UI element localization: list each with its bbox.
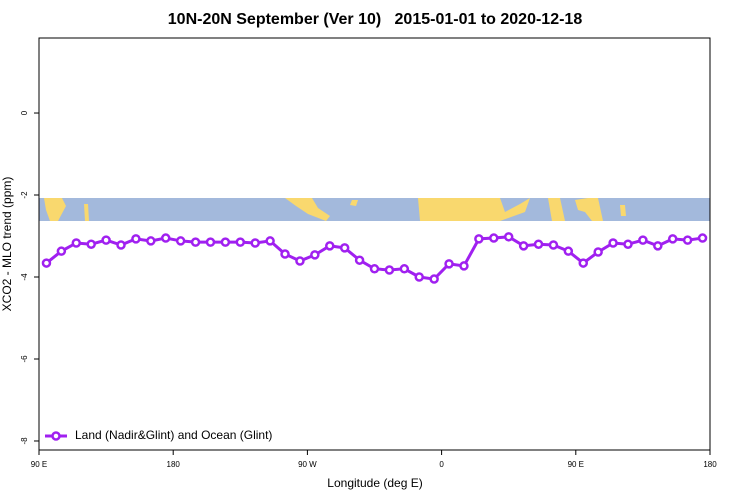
x-tick-label: 90 E — [31, 460, 47, 469]
point — [250, 238, 260, 248]
y-tick-label: 0 — [20, 110, 29, 115]
point — [578, 258, 589, 268]
point — [489, 233, 499, 243]
plot-frame — [38, 37, 711, 451]
legend-marker — [51, 431, 61, 441]
point — [638, 235, 648, 245]
point — [474, 234, 484, 244]
point — [86, 239, 96, 249]
point — [444, 259, 454, 269]
y-tick-label: -6 — [20, 355, 29, 363]
point — [101, 235, 111, 245]
point — [325, 241, 335, 251]
point — [608, 238, 618, 248]
point — [339, 243, 350, 253]
y-tick-label: -4 — [20, 273, 29, 281]
point — [653, 241, 663, 251]
point — [682, 235, 693, 245]
point — [146, 236, 156, 246]
point — [384, 265, 395, 275]
point — [265, 236, 275, 246]
point — [563, 246, 574, 256]
point — [71, 238, 82, 248]
x-tick-label: 90 W — [298, 460, 317, 469]
point — [414, 272, 424, 282]
point — [369, 264, 380, 274]
point — [175, 236, 186, 246]
point — [354, 255, 365, 265]
point — [518, 241, 529, 251]
point — [459, 261, 469, 271]
point — [56, 246, 67, 256]
point — [160, 233, 171, 243]
point — [399, 264, 410, 274]
x-tick-label: 90 E — [568, 460, 584, 469]
point — [190, 237, 201, 247]
x-axis-label: Longitude (deg E) — [327, 476, 422, 490]
point — [295, 256, 305, 266]
point — [503, 232, 514, 242]
point — [280, 249, 290, 259]
point — [548, 240, 559, 250]
x-tick-label: 180 — [703, 460, 717, 469]
point — [533, 239, 544, 249]
point — [220, 237, 231, 247]
legend-label: Land (Nadir&Glint) and Ocean (Glint) — [75, 428, 272, 442]
point — [623, 239, 633, 249]
x-tick-label: 0 — [439, 460, 444, 469]
map-strip — [39, 198, 710, 221]
y-tick-label: -2 — [20, 191, 29, 199]
point — [235, 237, 246, 247]
point — [429, 274, 439, 284]
y-axis-label: XCO2 - MLO trend (ppm) — [0, 177, 14, 312]
chart-title: 10N-20N September (Ver 10) 2015-01-01 to… — [168, 11, 583, 28]
point — [593, 247, 603, 257]
point — [310, 250, 320, 260]
point — [116, 240, 126, 250]
point — [131, 234, 141, 244]
point — [697, 233, 708, 243]
x-tick-label: 180 — [167, 460, 181, 469]
point — [667, 234, 678, 244]
point — [205, 237, 216, 247]
point — [41, 258, 52, 268]
y-tick-label: -8 — [20, 437, 29, 445]
